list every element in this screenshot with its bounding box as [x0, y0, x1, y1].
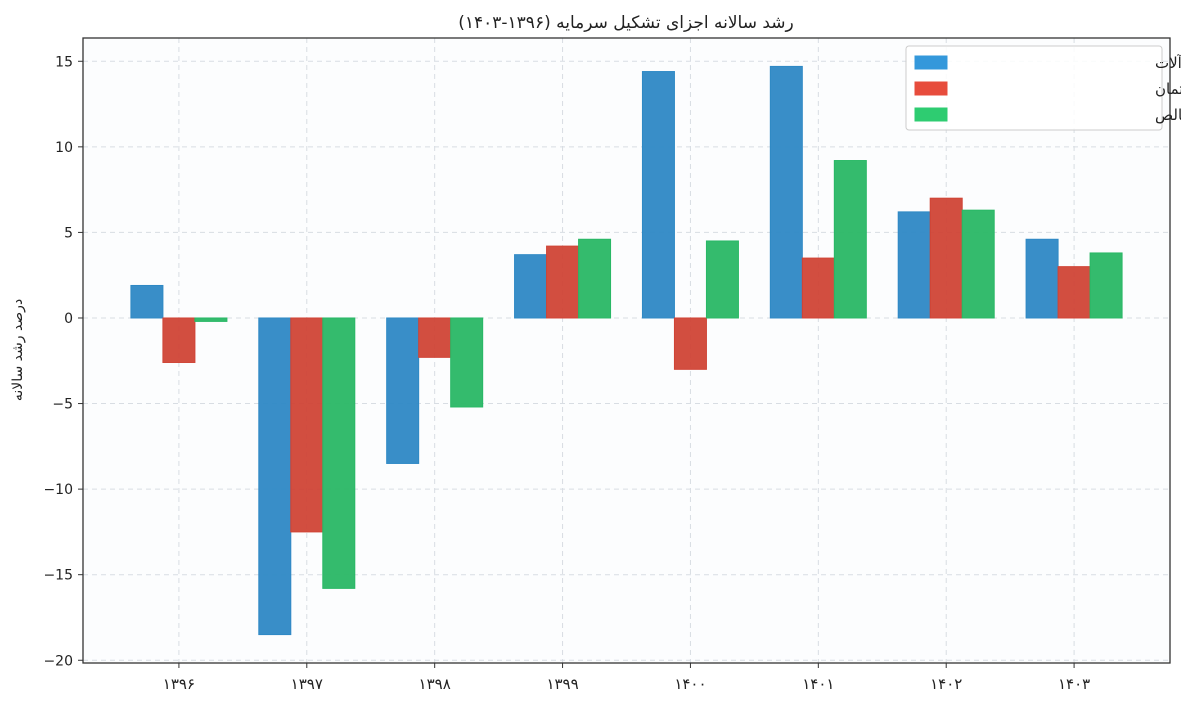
legend-swatch — [914, 81, 948, 96]
bar — [450, 317, 484, 408]
chart-title: رشد سالانه اجزای تشکیل سرمایه (۱۳۹۶-۱۴۰۳… — [458, 13, 794, 33]
x-tick-label: ۱۴۰۳ — [1058, 675, 1090, 693]
bar — [961, 209, 995, 319]
legend-label: ساختمان — [1155, 80, 1181, 98]
y-tick-label: −10 — [43, 482, 73, 498]
bar — [418, 317, 452, 358]
bar — [322, 317, 356, 589]
bar — [130, 284, 164, 319]
y-axis: −20 −15 −10 −5 0 5 10 15 — [43, 54, 83, 669]
y-tick-label: −20 — [43, 653, 73, 669]
legend-label: تکشیل سرمایه ثابت ناخالص — [1155, 106, 1181, 124]
bar — [1089, 252, 1123, 319]
bar — [290, 317, 324, 533]
plot-frame — [82, 37, 1171, 664]
bar — [897, 211, 931, 319]
legend-swatch — [914, 107, 948, 122]
x-tick-label: ۱۴۰۲ — [930, 675, 962, 693]
bar — [1025, 238, 1059, 319]
bar — [578, 238, 612, 319]
x-tick-label: ۱۳۹۷ — [291, 675, 323, 693]
x-tick-label: ۱۳۹۶ — [163, 675, 195, 693]
bar — [769, 65, 803, 319]
plot-area — [83, 38, 1170, 663]
x-tick-label: ۱۳۹۹ — [546, 675, 578, 693]
x-tick-label: ۱۳۹۸ — [419, 675, 451, 693]
bars — [130, 65, 1123, 636]
bar — [162, 317, 196, 363]
legend-swatch — [914, 55, 948, 70]
y-tick-label: 5 — [64, 225, 73, 241]
bar — [929, 197, 963, 319]
legend-label: ماشین‌آلات — [1155, 54, 1181, 72]
y-tick-label: 0 — [64, 311, 73, 327]
bar — [705, 240, 739, 319]
bar — [258, 317, 292, 636]
x-axis: ۱۳۹۶ ۱۳۹۷ ۱۳۹۸ ۱۳۹۹ ۱۴۰۰ ۱۴۰۱ ۱۴۰۲ ۱۴۰۳ — [163, 663, 1090, 693]
bar — [801, 257, 835, 319]
y-tick-label: −5 — [52, 397, 73, 413]
bar — [386, 317, 420, 464]
bar — [641, 71, 675, 319]
bar — [1057, 266, 1091, 319]
y-tick-label: 10 — [55, 140, 73, 156]
legend-box — [905, 45, 1163, 131]
bar — [546, 245, 580, 319]
y-axis-label: درصد رشد سالانه — [10, 299, 26, 401]
y-tick-label: −15 — [43, 568, 73, 584]
bar — [514, 254, 548, 319]
bar — [194, 317, 228, 322]
bar — [673, 317, 707, 370]
x-tick-label: ۱۴۰۱ — [802, 675, 834, 693]
x-tick-label: ۱۴۰۰ — [674, 675, 706, 693]
y-tick-label: 15 — [55, 54, 73, 70]
legend: ماشین‌آلات ساختمان تکشیل سرمایه ثابت ناخال… — [905, 45, 1181, 131]
bar — [833, 160, 867, 319]
